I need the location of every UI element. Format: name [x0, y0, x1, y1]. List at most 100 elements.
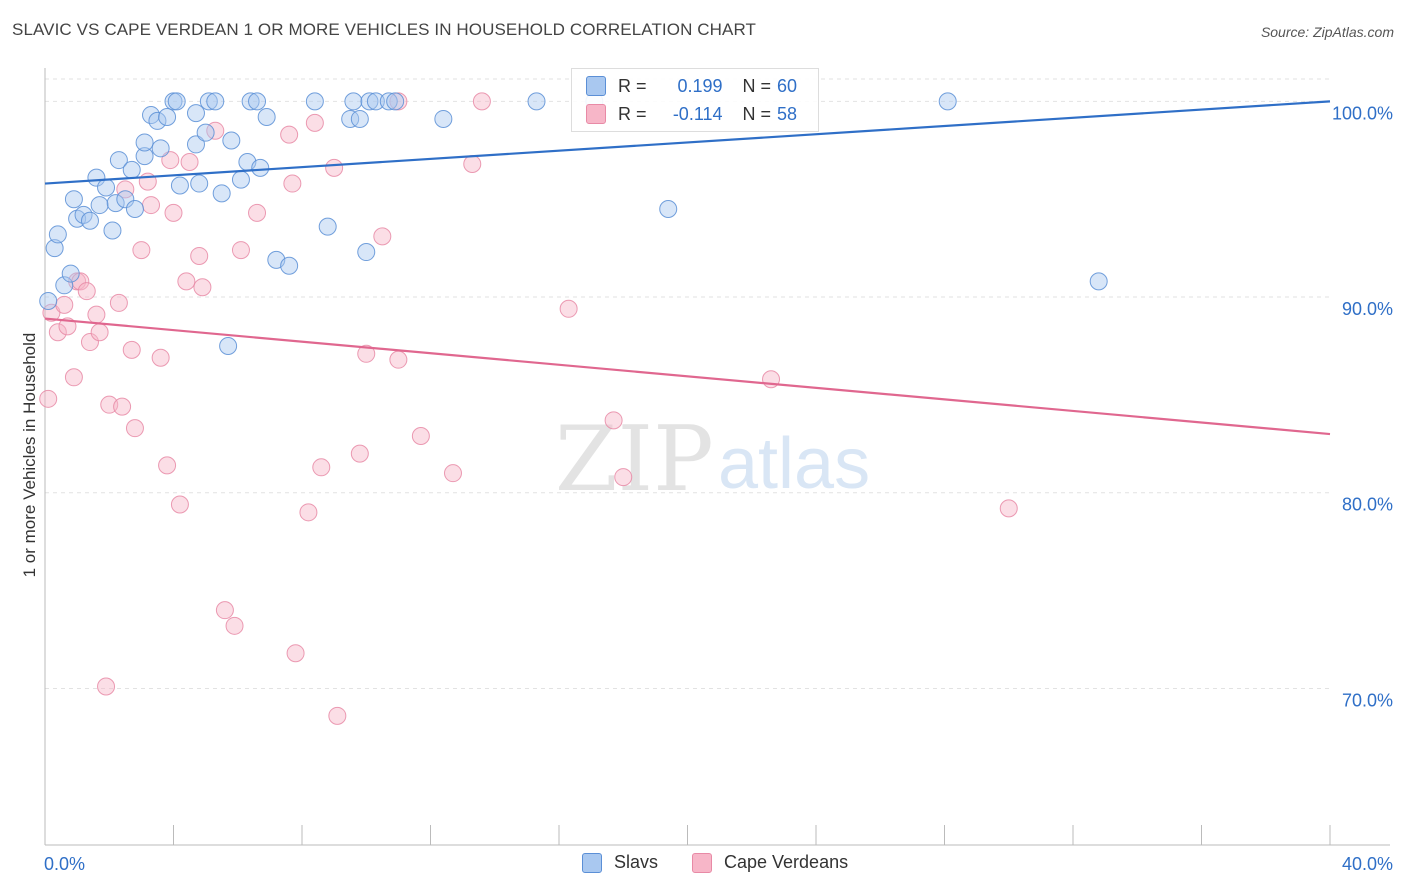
slavs-legend-swatch — [582, 852, 602, 873]
cape-verdeans-point-25 — [164, 203, 183, 222]
y-tick-label-90: 90.0% — [1342, 299, 1393, 319]
slavs-n-label: N = — [742, 75, 772, 96]
cape-verdeans-point-15 — [113, 397, 132, 416]
slavs-point-12 — [103, 221, 122, 240]
legend-row-slavs: R = 0.199 N = 60 — [586, 74, 797, 98]
slavs-point-56 — [659, 199, 678, 218]
cape-verdeans-point-30 — [193, 278, 212, 297]
slavs-point-34 — [222, 131, 241, 150]
cape-verdeans-point-18 — [125, 419, 144, 438]
y-tick-label-70: 70.0% — [1342, 690, 1393, 710]
legend-row-cape: R = -0.114 N = 58 — [586, 102, 797, 126]
cape-verdeans-point-35 — [248, 203, 267, 222]
slavs-point-26 — [170, 176, 189, 195]
slavs-point-45 — [341, 109, 360, 128]
slavs-point-8 — [80, 211, 99, 230]
slavs-point-27 — [186, 135, 205, 154]
cape-verdeans-point-26 — [170, 495, 189, 514]
slavs-point-52 — [386, 92, 405, 111]
slavs-point-51 — [379, 92, 398, 111]
legend-item-cape-verdeans[interactable]: Cape Verdeans — [692, 852, 848, 873]
cape-r-value: -0.114 — [672, 103, 723, 124]
slavs-point-15 — [116, 190, 135, 209]
slavs-r-value: 0.199 — [677, 75, 723, 96]
slavs-point-18 — [135, 147, 154, 166]
cape-verdeans-point-43 — [325, 158, 344, 177]
slavs-n-value: 60 — [777, 75, 798, 96]
cape-legend-label: Cape Verdeans — [724, 852, 849, 872]
slavs-point-23 — [158, 108, 177, 127]
slavs-point-42 — [280, 256, 299, 275]
cape-verdeans-point-12 — [97, 677, 116, 696]
slavs-point-14 — [109, 151, 128, 170]
cape-verdeans-point-23 — [158, 456, 177, 475]
cape-verdeans-point-34 — [231, 241, 250, 260]
cape-verdeans-point-14 — [109, 293, 128, 312]
cape-verdeans-point-10 — [87, 305, 106, 324]
cape-r-label: R = — [618, 103, 647, 124]
slavs-point-11 — [97, 178, 116, 197]
slavs-point-48 — [357, 243, 376, 262]
slavs-point-33 — [212, 184, 231, 203]
slavs-point-29 — [190, 174, 209, 193]
slavs-legend-label: Slavs — [614, 852, 659, 872]
cape-verdeans-point-54 — [604, 411, 623, 430]
cape-verdeans-point-4 — [58, 317, 77, 336]
cape-verdeans-point-57 — [999, 499, 1018, 518]
watermark-zip: ZIP — [555, 407, 714, 512]
slavs-point-25 — [167, 92, 186, 111]
slavs-point-16 — [122, 160, 141, 179]
cape-n-label: N = — [742, 103, 772, 124]
slavs-point-13 — [106, 194, 125, 213]
slavs-point-58 — [1089, 272, 1108, 291]
cape-verdeans-point-42 — [328, 706, 347, 725]
cape-verdeans-point-9 — [80, 333, 99, 352]
cape-verdeans-point-38 — [286, 644, 305, 663]
cape-legend-swatch — [692, 852, 712, 873]
slavs-point-37 — [241, 92, 260, 111]
slavs-point-0 — [39, 291, 58, 310]
cape-verdeans-point-51 — [463, 154, 482, 173]
x-tick-label-max: 40.0% — [1342, 854, 1393, 874]
cape-verdeans-point-45 — [357, 344, 376, 363]
x-tick-labels: 0.0% 40.0% — [44, 854, 1393, 874]
cape-verdeans-point-44 — [350, 444, 369, 463]
slavs-point-46 — [344, 92, 363, 111]
slavs-point-2 — [48, 225, 67, 244]
slavs-point-19 — [135, 133, 154, 152]
cape-verdeans-point-39 — [299, 503, 318, 522]
cape-n-value: 58 — [777, 103, 798, 124]
cape-verdeans-point-33 — [225, 616, 244, 635]
cape-verdeans-point-8 — [77, 282, 96, 301]
slavs-point-40 — [257, 108, 276, 127]
cape-verdeans-point-22 — [151, 348, 170, 367]
cape-verdeans-point-11 — [90, 323, 109, 342]
slavs-point-4 — [61, 264, 80, 283]
slavs-point-43 — [305, 92, 324, 111]
cape-verdeans-point-41 — [312, 458, 331, 477]
cape-verdeans-point-28 — [180, 153, 199, 172]
slavs-point-9 — [87, 168, 106, 187]
slavs-point-47 — [350, 109, 369, 128]
slavs-point-31 — [199, 92, 218, 111]
source-note: Source: ZipAtlas.com — [1260, 24, 1394, 40]
cape-swatch — [586, 104, 606, 124]
cape-verdeans-point-36 — [280, 125, 299, 144]
cape-verdeans-point-49 — [411, 426, 430, 445]
slavs-point-53 — [434, 109, 453, 128]
cape-verdeans-points — [39, 92, 1018, 725]
y-tick-label-100: 100.0% — [1332, 103, 1393, 123]
slavs-trend-line — [44, 100, 1331, 185]
slavs-point-3 — [55, 276, 74, 295]
cape-verdeans-point-2 — [48, 323, 67, 342]
watermark: ZIP atlas — [555, 407, 870, 512]
slavs-point-32 — [206, 92, 225, 111]
slavs-point-35 — [231, 170, 250, 189]
slavs-point-21 — [148, 111, 167, 130]
cape-verdeans-point-29 — [190, 246, 209, 265]
slavs-point-30 — [196, 123, 215, 142]
legend-item-slavs[interactable]: Slavs — [582, 852, 658, 873]
y-axis-title: 1 or more Vehicles in Household — [20, 332, 39, 578]
cape-verdeans-point-32 — [215, 601, 234, 620]
